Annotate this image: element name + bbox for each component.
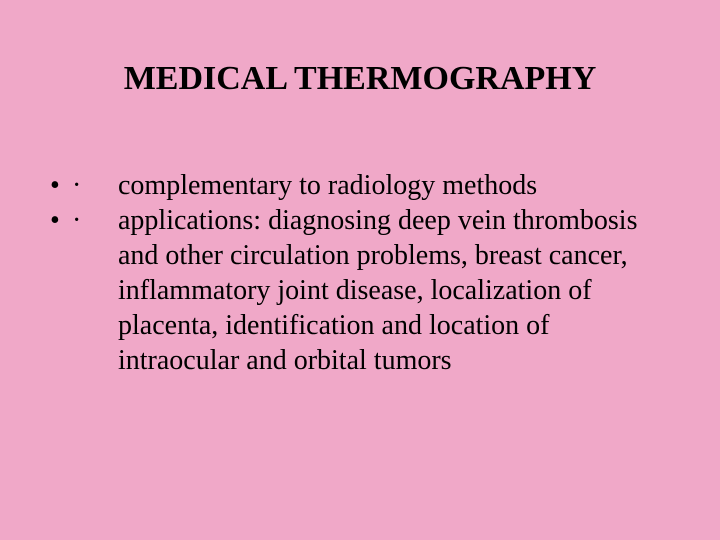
bullet-marker-inner: · (72, 203, 118, 238)
list-item: • · complementary to radiology methods (50, 168, 670, 203)
bullet-text: complementary to radiology methods (118, 168, 670, 203)
slide-title: MEDICAL THERMOGRAPHY (50, 60, 670, 98)
slide: MEDICAL THERMOGRAPHY • · complementary t… (0, 0, 720, 540)
bullet-marker-inner: · (72, 168, 118, 203)
list-item: • · applications: diagnosing deep vein t… (50, 203, 670, 378)
slide-content: • · complementary to radiology methods •… (50, 168, 670, 378)
bullet-marker-outer: • (50, 168, 72, 203)
bullet-text: applications: diagnosing deep vein throm… (118, 203, 670, 378)
bullet-marker-outer: • (50, 203, 72, 238)
